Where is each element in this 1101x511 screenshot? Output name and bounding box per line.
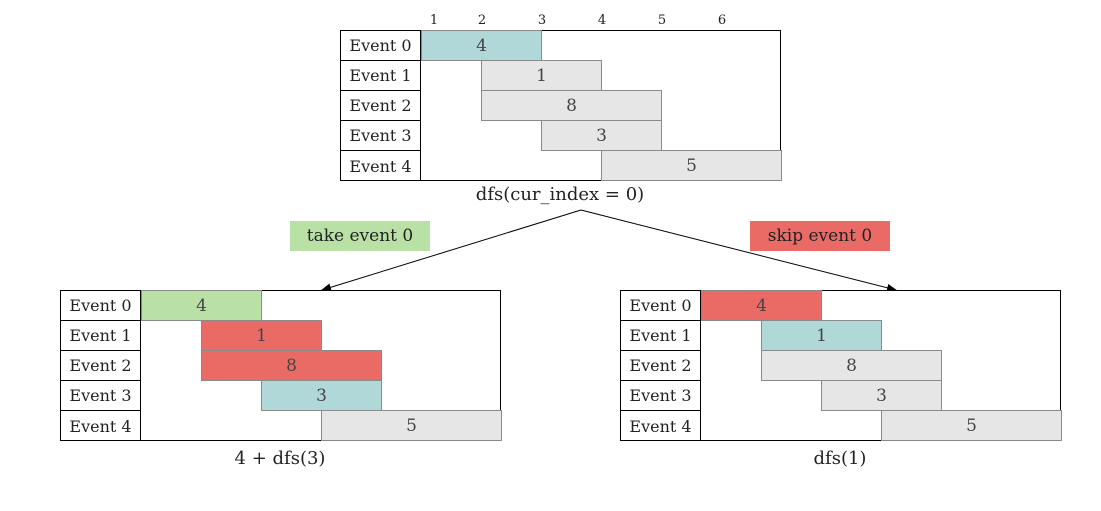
timeline-frame: Event 0 4 Event 1 1 Event 2 8 Event 3 3 Event 4 5: [620, 290, 1062, 441]
event-row-label: Event 4: [621, 411, 701, 441]
event-row-label: Event 2: [61, 351, 141, 381]
event-bar: 1: [201, 320, 322, 351]
event-bar: 4: [141, 290, 262, 321]
event-row-label: Event 1: [61, 321, 141, 351]
event-bar: 8: [761, 350, 942, 381]
skip-caption: dfs(1): [813, 448, 867, 469]
event-row-label: Event 4: [61, 411, 141, 441]
time-tick-label: 4: [597, 13, 607, 28]
event-bar: 8: [201, 350, 382, 381]
event-bar: 8: [481, 90, 662, 121]
skip-event-label: skip event 0: [750, 221, 890, 251]
event-row-label: Event 3: [61, 381, 141, 411]
event-row-label: Event 3: [621, 381, 701, 411]
take-caption: 4 + dfs(3): [234, 448, 326, 469]
skip-arrow: [580, 209, 897, 292]
event-row-label: Event 2: [621, 351, 701, 381]
event-row-label: Event 1: [621, 321, 701, 351]
event-row-label: Event 0: [341, 31, 421, 61]
time-tick-label: 3: [537, 13, 547, 28]
event-bar: 5: [881, 410, 1062, 441]
timeline-frame: Event 0 4 Event 1 1 Event 2 8 Event 3 3 Event 4 5: [60, 290, 502, 441]
event-bar: 1: [481, 60, 602, 91]
time-tick-label: 5: [657, 13, 667, 28]
skip-timeline-panel: Event 0 4 Event 1 1 Event 2 8 Event 3 3 Event 4 5: [620, 290, 1062, 441]
event-bar: 5: [601, 150, 782, 181]
time-tick-label: 1: [429, 13, 439, 28]
event-bar: 4: [701, 290, 822, 321]
event-row-label: Event 0: [621, 291, 701, 321]
take-timeline-panel: Event 0 4 Event 1 1 Event 2 8 Event 3 3 Event 4 5: [60, 290, 502, 441]
event-bar: 5: [321, 410, 502, 441]
take-arrow: [321, 209, 582, 292]
event-row-label: Event 4: [341, 151, 421, 181]
root-caption: dfs(cur_index = 0): [475, 184, 645, 205]
event-row-label: Event 3: [341, 121, 421, 151]
time-tick-label: 6: [717, 13, 727, 28]
event-row-label: Event 1: [341, 61, 421, 91]
event-bar: 3: [821, 380, 942, 411]
event-bar: 1: [761, 320, 882, 351]
time-tick-label: 2: [477, 13, 487, 28]
take-event-label: take event 0: [290, 221, 430, 251]
event-row-label: Event 0: [61, 291, 141, 321]
event-bar: 3: [261, 380, 382, 411]
event-row-label: Event 2: [341, 91, 421, 121]
